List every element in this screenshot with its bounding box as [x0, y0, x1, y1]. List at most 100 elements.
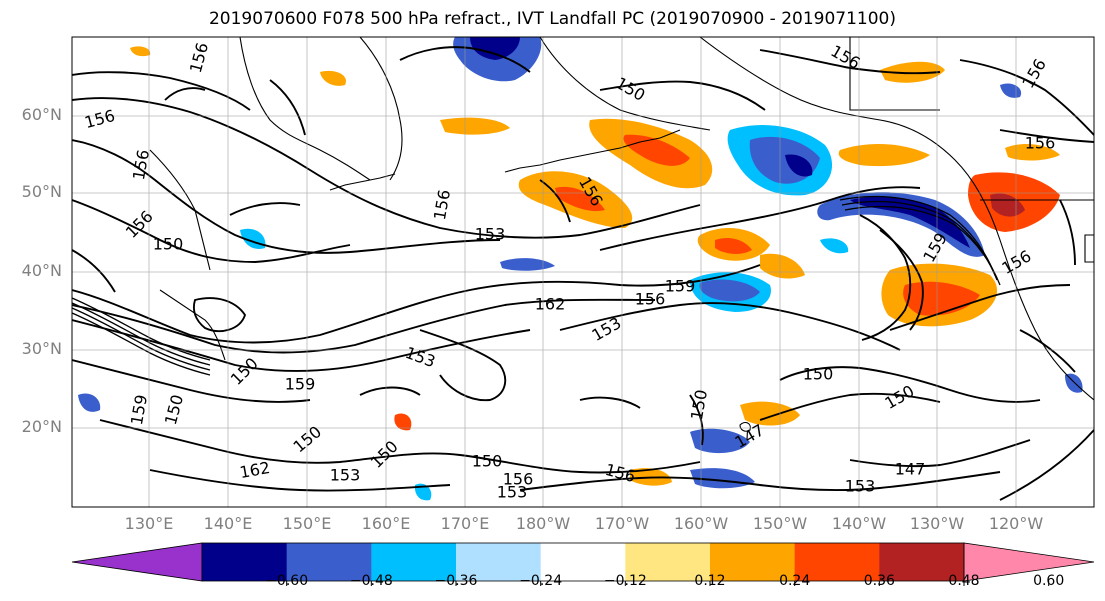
- contour-label: 153: [845, 477, 876, 496]
- contour-line: [72, 302, 211, 366]
- contour-line: [72, 97, 701, 239]
- coastline: [539, 37, 711, 131]
- colorbar-segment: [456, 543, 542, 581]
- lon-label: 130°E: [124, 514, 174, 533]
- colorbar-segment: [625, 543, 711, 581]
- colorbar-segment: [202, 543, 288, 581]
- map-frame: [71, 36, 1095, 508]
- contour-label: 156: [1025, 134, 1056, 153]
- contour-line: [72, 71, 251, 111]
- contour-line: [399, 46, 531, 73]
- colorbar-tick-label: −0.60: [265, 573, 309, 589]
- shade-region: [699, 279, 760, 302]
- shade-region: [320, 70, 346, 86]
- lon-label: 170°W: [594, 514, 650, 533]
- contour-line: [229, 202, 301, 216]
- colorbar-tick-label: −0.36: [434, 573, 478, 589]
- shade-region: [820, 238, 849, 254]
- contour-line: [1019, 329, 1076, 373]
- contour-label: 162: [535, 295, 566, 314]
- lon-label: 140°W: [831, 514, 887, 533]
- colorbar-tick-label: 0.60: [1033, 573, 1065, 589]
- shade-region: [470, 37, 520, 60]
- shade-region: [78, 393, 101, 412]
- colorbar-segment: [286, 543, 372, 581]
- colorbar-tick-label: −0.48: [349, 573, 393, 589]
- contour-label: 147: [895, 460, 926, 479]
- lon-label: 130°W: [909, 514, 965, 533]
- lon-label: 160°E: [361, 514, 411, 533]
- dense-contours-japan: [72, 297, 211, 376]
- shade-region: [1005, 144, 1060, 161]
- shade-region: [838, 143, 930, 167]
- lat-label: 60°N: [21, 105, 62, 124]
- lon-label: 140°E: [203, 514, 253, 533]
- contour-line: [72, 307, 211, 371]
- shade-region: [500, 258, 555, 271]
- contour-label: 150: [803, 365, 834, 384]
- contour-line: [72, 298, 656, 354]
- contour-line: [72, 359, 311, 403]
- lon-label: 180°W: [515, 514, 571, 533]
- colorbar-frame: [201, 542, 965, 582]
- shade-region: [785, 154, 813, 177]
- contour-line: [99, 419, 701, 474]
- colorbar-segment: [540, 543, 626, 581]
- shade-region: [740, 401, 800, 426]
- shade-region: [1065, 373, 1083, 393]
- contour-line: [849, 439, 1031, 468]
- contour-line: [539, 179, 571, 223]
- contour-line: [844, 205, 1001, 286]
- contour-label: 159: [285, 375, 316, 394]
- contour-line: [1059, 199, 1076, 266]
- lat-label: 30°N: [21, 339, 62, 358]
- lon-label: 160°W: [673, 514, 729, 533]
- contour-label: 153: [497, 483, 528, 502]
- contour-line: [72, 319, 531, 372]
- contour-line: [519, 471, 1001, 492]
- contour-line: [72, 312, 211, 376]
- contour-label: 150: [472, 452, 503, 471]
- lon-label: 170°E: [440, 514, 490, 533]
- contour-line: [759, 392, 941, 421]
- contour-line: [192, 297, 247, 332]
- contour-line: [579, 396, 641, 409]
- coastline: [359, 37, 403, 181]
- dense-contours-pnw: [839, 195, 1001, 286]
- contour-line: [779, 366, 1041, 403]
- coastline: [739, 421, 751, 432]
- lon-label: 120°W: [988, 514, 1044, 533]
- shade-region: [715, 238, 752, 254]
- contour-line: [759, 49, 941, 75]
- contour-label: 156: [503, 470, 534, 489]
- contour-line: [164, 87, 206, 101]
- colorbar-tick-label: 0.36: [863, 573, 895, 589]
- colorbar-tick-label: 0.24: [779, 573, 811, 589]
- contour-line: [599, 80, 766, 111]
- gridlines: [72, 37, 1094, 507]
- contour-line: [999, 429, 1094, 501]
- contour-line: [359, 386, 421, 396]
- contour-label: 153: [475, 225, 506, 244]
- contour-line: [72, 264, 761, 344]
- contour-label: 156: [635, 290, 666, 309]
- colorbar-segment: [879, 543, 965, 581]
- coastline: [1084, 234, 1094, 263]
- contour-label: 153: [330, 466, 361, 485]
- shade-region: [440, 117, 510, 135]
- contour-line: [149, 469, 451, 492]
- shade-region: [690, 428, 750, 454]
- contour-line: [269, 79, 306, 136]
- contour-line: [859, 214, 912, 341]
- contour-line: [72, 249, 116, 293]
- colorbar-segment: [710, 543, 796, 581]
- colorbar-extend-min: [71, 542, 203, 582]
- lon-label: 150°W: [752, 514, 808, 533]
- lat-label: 20°N: [21, 417, 62, 436]
- colorbar: [71, 542, 1095, 586]
- lat-label: 40°N: [21, 261, 62, 280]
- contour-line: [559, 302, 901, 351]
- shade-region: [623, 134, 690, 166]
- colorbar-segment: [371, 543, 457, 581]
